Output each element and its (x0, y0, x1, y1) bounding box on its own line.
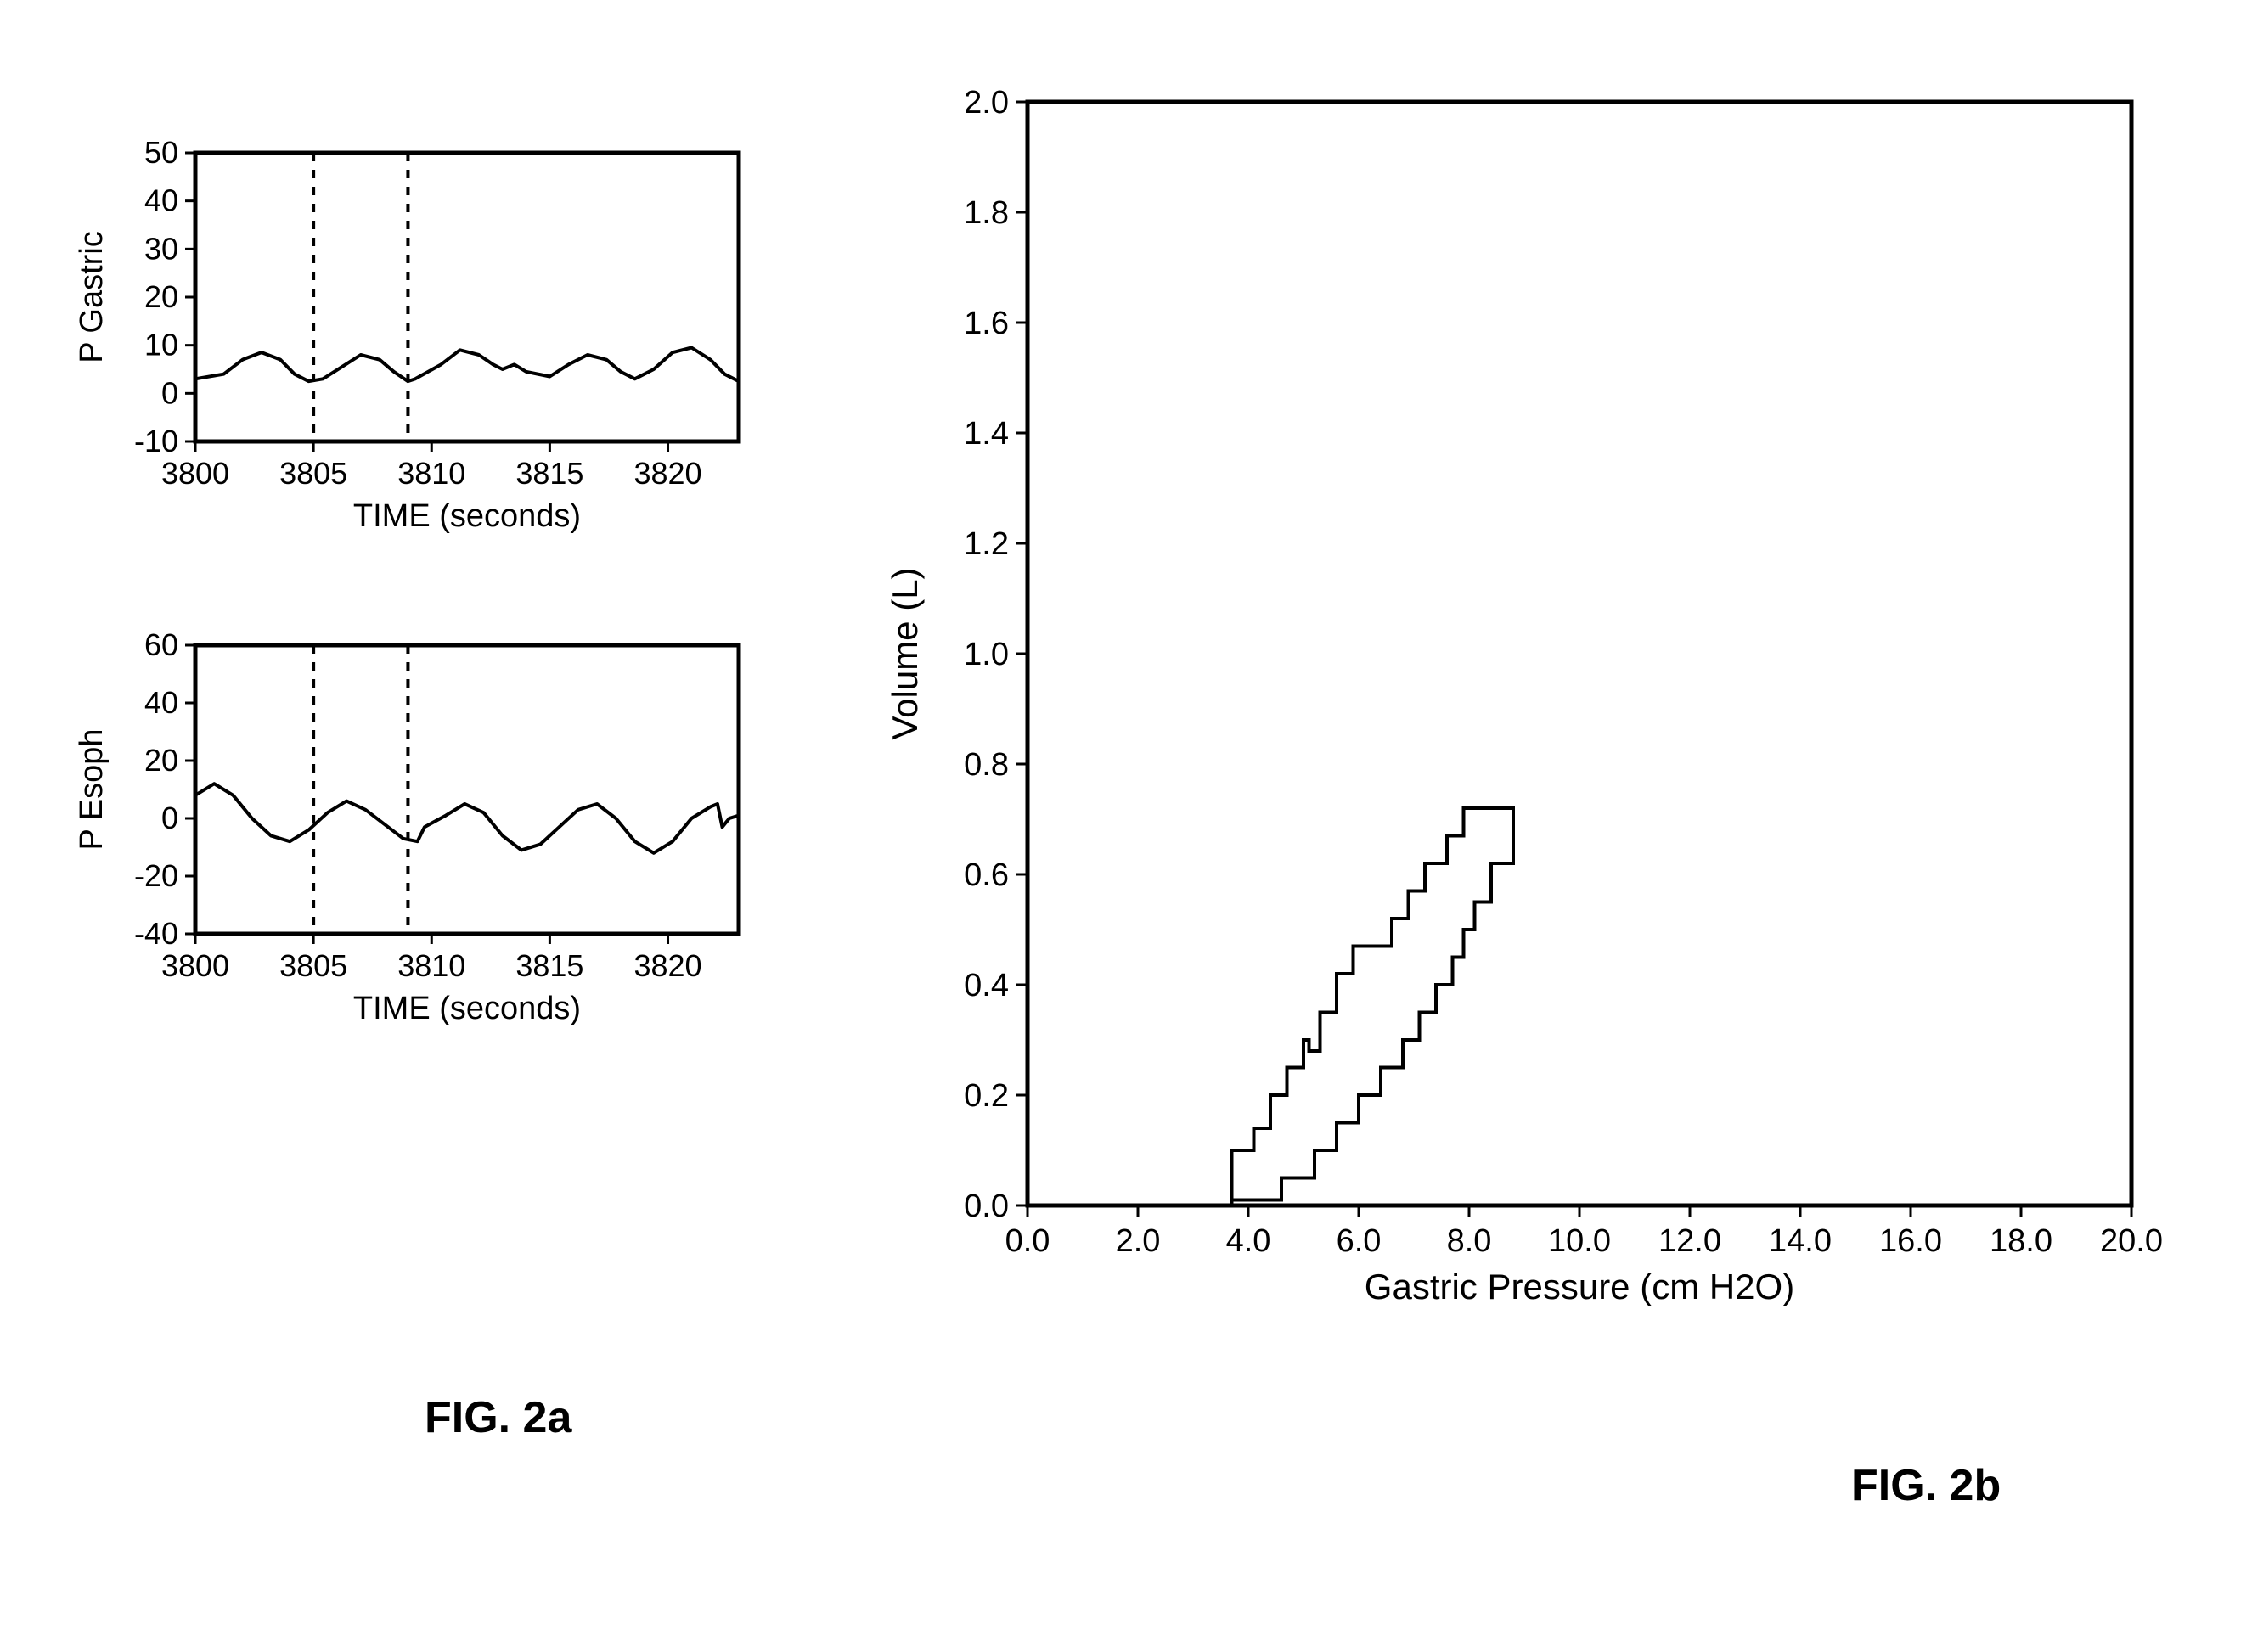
svg-text:1.2: 1.2 (964, 526, 1009, 562)
svg-text:P Esoph: P Esoph (74, 729, 110, 851)
figure-label-b: FIG. 2b (1851, 1460, 2001, 1511)
svg-text:12.0: 12.0 (1658, 1223, 1721, 1259)
svg-text:0.4: 0.4 (964, 968, 1009, 1003)
svg-text:Gastric Pressure (cm H2O): Gastric Pressure (cm H2O) (1365, 1267, 1794, 1306)
svg-text:4.0: 4.0 (1226, 1223, 1271, 1259)
p-gastric-chart: -10 0 10 20 30 40 50 3800 3805 3810 3815 3820 TIME (… (68, 136, 764, 543)
svg-text:16.0: 16.0 (1879, 1223, 1942, 1259)
svg-text:-40: -40 (134, 916, 178, 951)
svg-text:30: 30 (144, 231, 178, 266)
svg-text:3800: 3800 (161, 948, 229, 983)
svg-text:40: 40 (144, 183, 178, 218)
page: -10 0 10 20 30 40 50 3800 3805 3810 3815 3820 TIME (… (0, 0, 2252, 1652)
svg-text:3805: 3805 (279, 948, 347, 983)
svg-text:3820: 3820 (633, 456, 701, 491)
svg-text:-10: -10 (134, 424, 178, 458)
svg-text:60: 60 (144, 628, 178, 662)
pv-loop-chart: 0.0 0.2 0.4 0.6 0.8 1.0 1.2 1.4 1.6 1.8 2.0 0.0 2.0 4… (866, 68, 2174, 1375)
svg-text:0.0: 0.0 (964, 1188, 1009, 1224)
svg-text:0.2: 0.2 (964, 1078, 1009, 1114)
svg-text:P Gastric: P Gastric (74, 231, 110, 363)
svg-text:3815: 3815 (515, 456, 583, 491)
svg-text:2.0: 2.0 (964, 85, 1009, 121)
svg-text:Volume (L): Volume (L) (885, 567, 925, 739)
svg-text:3810: 3810 (397, 456, 465, 491)
svg-text:3805: 3805 (279, 456, 347, 491)
svg-text:0: 0 (161, 375, 178, 410)
svg-text:2.0: 2.0 (1116, 1223, 1161, 1259)
svg-text:20.0: 20.0 (2100, 1223, 2163, 1259)
svg-text:3810: 3810 (397, 948, 465, 983)
svg-text:10.0: 10.0 (1548, 1223, 1611, 1259)
svg-text:0.6: 0.6 (964, 857, 1009, 893)
svg-text:1.4: 1.4 (964, 416, 1009, 452)
svg-text:TIME (seconds): TIME (seconds) (353, 991, 581, 1026)
svg-text:0: 0 (161, 801, 178, 835)
svg-text:1.0: 1.0 (964, 637, 1009, 672)
svg-text:6.0: 6.0 (1337, 1223, 1382, 1259)
svg-text:10: 10 (144, 328, 178, 362)
p-esoph-chart: -40 -20 0 20 40 60 3800 3805 3810 3815 3820 TIME (s… (68, 628, 764, 1036)
svg-text:20: 20 (144, 279, 178, 314)
svg-text:3815: 3815 (515, 948, 583, 983)
svg-text:18.0: 18.0 (1990, 1223, 2052, 1259)
svg-text:8.0: 8.0 (1447, 1223, 1492, 1259)
svg-text:3820: 3820 (633, 948, 701, 983)
svg-text:1.6: 1.6 (964, 306, 1009, 341)
svg-text:20: 20 (144, 743, 178, 778)
svg-text:50: 50 (144, 136, 178, 170)
svg-text:3800: 3800 (161, 456, 229, 491)
svg-text:-20: -20 (134, 858, 178, 893)
svg-text:0.0: 0.0 (1005, 1223, 1050, 1259)
svg-text:40: 40 (144, 685, 178, 720)
svg-text:1.8: 1.8 (964, 195, 1009, 231)
figure-label-a: FIG. 2a (425, 1392, 571, 1443)
svg-text:14.0: 14.0 (1769, 1223, 1832, 1259)
svg-text:TIME (seconds): TIME (seconds) (353, 498, 581, 534)
svg-text:0.8: 0.8 (964, 747, 1009, 783)
